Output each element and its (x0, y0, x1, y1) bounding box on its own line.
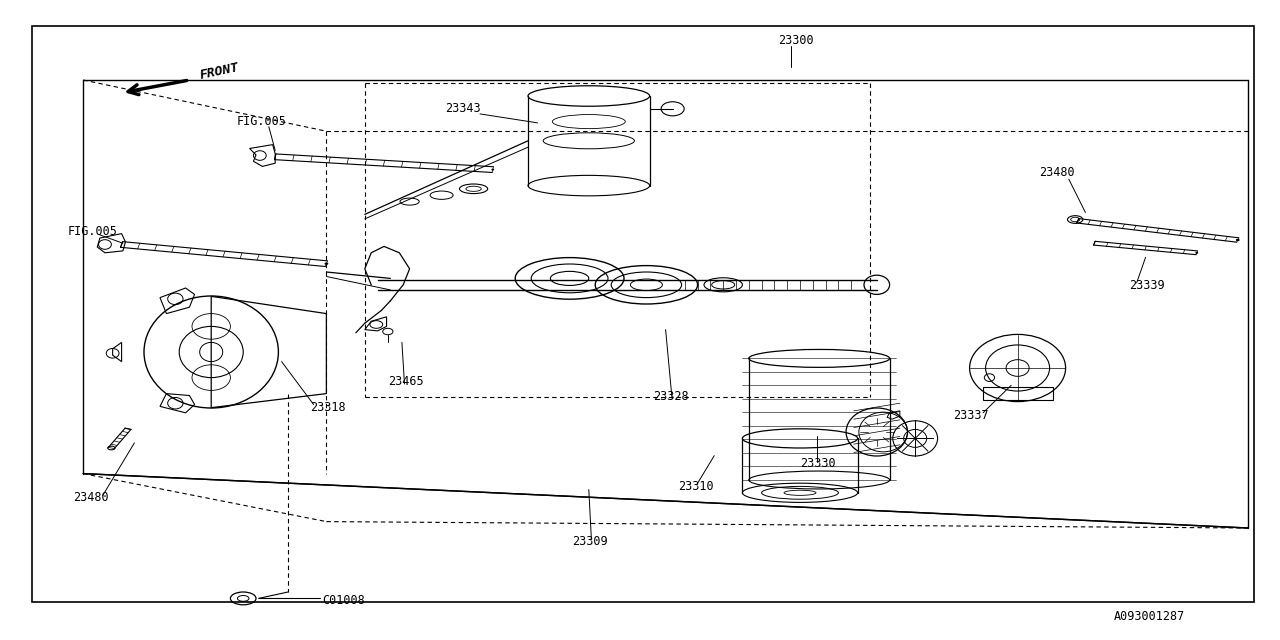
Text: A093001287: A093001287 (1114, 609, 1185, 623)
Text: 23343: 23343 (445, 102, 481, 115)
Text: FIG.005: FIG.005 (237, 115, 287, 128)
Text: 23328: 23328 (653, 390, 689, 403)
Text: 23337: 23337 (954, 409, 989, 422)
Text: 23300: 23300 (778, 33, 814, 47)
Text: 23465: 23465 (388, 375, 424, 388)
Text: 23330: 23330 (800, 457, 836, 470)
Text: 23480: 23480 (1039, 166, 1075, 179)
Text: C01008: C01008 (323, 593, 365, 607)
Text: 23310: 23310 (678, 479, 714, 493)
Text: 23339: 23339 (1129, 279, 1165, 292)
Text: FIG.005: FIG.005 (68, 225, 118, 238)
Text: 23318: 23318 (310, 401, 346, 414)
Bar (983, 387, 1053, 400)
Text: 23480: 23480 (73, 491, 109, 504)
Text: FRONT: FRONT (198, 61, 241, 82)
Text: 23309: 23309 (572, 535, 608, 548)
